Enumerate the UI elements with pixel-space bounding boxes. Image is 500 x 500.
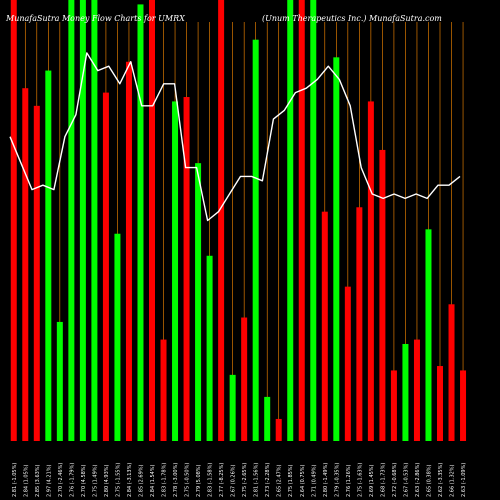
bar-green xyxy=(206,255,213,441)
bar-red xyxy=(102,92,109,442)
x-tick-label: 2.83 (-1.58%) xyxy=(208,463,214,497)
x-tick-label: 2.69 (1.45%) xyxy=(369,464,375,497)
bar-red xyxy=(160,339,167,441)
bar-green xyxy=(252,39,259,441)
bar-red xyxy=(448,304,455,441)
bar-green xyxy=(425,229,432,441)
x-tick-label: 2.65 (2.47%) xyxy=(277,464,283,497)
x-tick-label: 2.62 (-3.35%) xyxy=(438,463,444,497)
x-tick-label: 2.63 (-2.86%) xyxy=(415,463,421,497)
bar-green xyxy=(195,163,202,442)
bar-green xyxy=(68,0,75,441)
bar-green xyxy=(310,0,317,441)
x-tick-label: 2.75 (-1.55%) xyxy=(115,463,121,497)
price-line-path xyxy=(9,52,461,222)
x-tick-label: 2.73 (-2.28%) xyxy=(265,463,271,497)
bar-red xyxy=(125,61,132,442)
bar-red xyxy=(241,317,248,441)
x-tick-label: 2.83 (-1.78%) xyxy=(162,463,168,497)
bar-red xyxy=(22,88,29,441)
bar-red xyxy=(344,286,351,441)
x-tick-label: 2.76 (-1.79%) xyxy=(69,463,75,497)
x-tick-label: 2.67 (-0.53%) xyxy=(403,463,409,497)
bar-green xyxy=(172,101,179,442)
bars xyxy=(10,0,467,442)
x-tick-label: 2.75 (1.85%) xyxy=(288,464,294,497)
x-tick-label: 2.75 (-2.65%) xyxy=(242,463,248,497)
x-tick-label: 2.75 (-1.63%) xyxy=(357,463,363,497)
x-tick-label: 2.85 (2.69%) xyxy=(138,464,144,497)
bar-red xyxy=(321,211,328,441)
x-tick-label: 2.67 (0.26%) xyxy=(231,464,237,497)
x-tick-label: 2.70 (-2.46%) xyxy=(58,463,64,497)
bar-green xyxy=(402,343,409,441)
x-tick-label: 2.65 (0.38%) xyxy=(426,464,432,497)
bar-green xyxy=(264,396,271,441)
bar-green xyxy=(45,70,52,441)
chart-subtitle: (Unum Therapeutics Inc.) MunafaSutra.com xyxy=(262,14,442,23)
x-tick-label: 2.76 (1.26%) xyxy=(346,464,352,497)
bar-green xyxy=(287,0,294,441)
bar-red xyxy=(149,0,155,441)
x-tick-label: 2.79 (-0.35%) xyxy=(334,463,340,497)
bar-red xyxy=(460,370,467,441)
bar-red xyxy=(33,105,40,441)
x-tick-label: 2.84 (1.05%) xyxy=(23,464,29,497)
bar-red xyxy=(356,207,363,441)
bar-red xyxy=(437,366,443,441)
x-tick-label: 2.84 (1.54%) xyxy=(150,464,156,497)
bar-red xyxy=(379,149,386,441)
x-tick-label: 2.80 (-1.49%) xyxy=(323,463,329,497)
x-tick-label: 2.78 (-3.00%) xyxy=(173,463,179,497)
x-tick-label: 2.71 (0.49%) xyxy=(311,464,317,497)
x-tick-label: 2.72 (-0.68%) xyxy=(392,463,398,497)
price-line xyxy=(9,52,461,222)
bar-red xyxy=(218,0,225,441)
bar-red xyxy=(367,101,374,442)
x-axis-labels: 2.81 (-1.05%) 2.84 (1.05%) 2.85 (3.63%) 2.9… xyxy=(12,463,467,497)
x-tick-label: 2.79 (5.08%) xyxy=(196,464,202,497)
chart-title: MunafaSutra Money Flow Charts for UMRX xyxy=(6,14,185,23)
bar-red xyxy=(298,0,305,441)
bar-red xyxy=(413,339,420,441)
bar-green xyxy=(79,0,86,441)
x-tick-label: 2.80 (4.93%) xyxy=(104,464,110,497)
x-tick-label: 2.66 (1.32%) xyxy=(450,464,456,497)
x-tick-label: 2.75 (-0.50%) xyxy=(185,463,191,497)
bar-red xyxy=(10,0,17,441)
x-tick-label: 2.77 (-8.25%) xyxy=(219,463,225,497)
bar-green xyxy=(137,4,144,441)
x-tick-label: 2.97 (4.21%) xyxy=(46,464,52,497)
bar-green xyxy=(56,321,63,441)
x-tick-label: 2.81 (-1.56%) xyxy=(254,463,260,497)
x-tick-label: 2.64 (0.75%) xyxy=(300,464,306,497)
x-tick-label: 2.75 (1.49%) xyxy=(92,464,98,497)
x-tick-label: 2.84 (-3.13%) xyxy=(127,463,133,497)
bar-red xyxy=(183,97,190,442)
bar-green xyxy=(333,57,340,442)
bar-green xyxy=(229,374,236,441)
x-tick-label: 2.63 (-1.09%) xyxy=(461,463,467,497)
x-tick-label: 2.68 (-1.73%) xyxy=(380,463,386,497)
bar-green xyxy=(91,0,98,441)
x-tick-label: 2.70 (4.58%) xyxy=(81,464,87,497)
x-tick-label: 2.81 (-1.05%) xyxy=(12,463,18,497)
bar-red xyxy=(275,418,282,441)
x-tick-label: 2.85 (3.63%) xyxy=(35,464,41,497)
bar-red xyxy=(390,370,397,441)
bar-green xyxy=(114,233,121,441)
